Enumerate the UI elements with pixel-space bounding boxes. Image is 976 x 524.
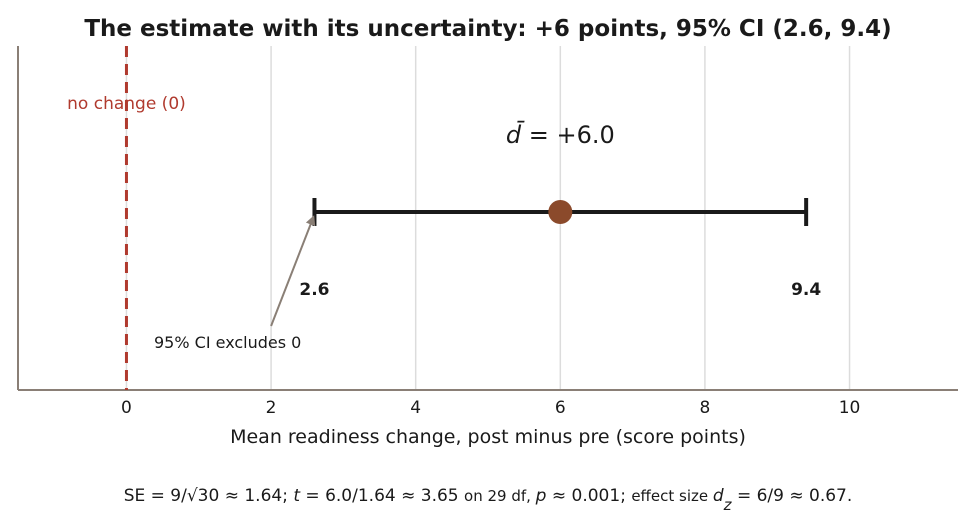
x-tick-label-8: 8 [700, 398, 711, 418]
x-tick-label-6: 6 [555, 398, 566, 418]
footnote-t-var: t [293, 486, 301, 506]
grid-lines [125, 46, 851, 390]
footnote-d-expr: = 6/9 ≈ 0.67. [732, 486, 853, 506]
footnote: SE = 9/√30 ≈ 1.64; t = 6.0/1.64 ≈ 3.65 o… [124, 486, 853, 514]
estimate-point [548, 200, 573, 224]
x-axis-label: Mean readiness change, post minus pre (s… [230, 426, 746, 448]
annotation-label: 95% CI excludes 0 [154, 333, 301, 352]
footnote-p-var: p [535, 486, 547, 506]
x-tick-label-0: 0 [121, 398, 132, 418]
annotation-arrow [270, 215, 316, 327]
reference-label: no change (0) [67, 94, 186, 114]
footnote-df: on 29 df, [464, 487, 536, 505]
footnote-effect: effect size [631, 487, 713, 505]
footnote-t-expr: = 6.0/1.64 ≈ 3.65 [300, 486, 464, 506]
footnote-d-var: d [713, 486, 724, 506]
x-tick-label-10: 10 [839, 398, 861, 418]
ci-lower-label: 2.6 [299, 280, 329, 300]
footnote-p-expr: ≈ 0.001; [546, 486, 631, 506]
ci-upper-label: 9.4 [791, 280, 821, 300]
x-tick-label-4: 4 [410, 398, 421, 418]
x-tick-labels: 0 2 4 6 8 10 [121, 398, 860, 418]
footnote-d-sub: z [723, 496, 733, 514]
x-tick-label-2: 2 [266, 398, 277, 418]
footnote-se: SE = 9/√30 ≈ 1.64; [124, 486, 294, 506]
chart-title: The estimate with its uncertainty: +6 po… [84, 16, 891, 42]
mean-label: d̄ = +6.0 [506, 120, 615, 149]
